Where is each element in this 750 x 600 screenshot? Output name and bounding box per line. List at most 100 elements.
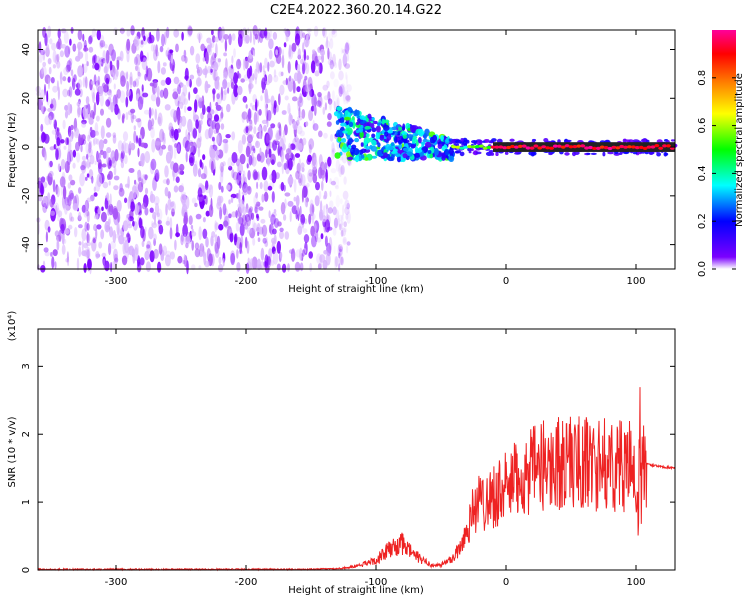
spectrogram-cell: [252, 169, 258, 181]
spectrogram-cell: [169, 128, 176, 139]
spectrogram-cell: [234, 233, 238, 243]
spectrogram-cell: [47, 172, 53, 184]
spectrogram-cell: [65, 258, 69, 263]
spectrogram-cell: [272, 212, 275, 218]
spectrogram-cell: [100, 211, 107, 223]
spectrogram-cell: [224, 39, 228, 52]
spectrogram-cell: [371, 155, 378, 159]
spectrogram-cell: [105, 50, 110, 64]
spectrogram-cell: [387, 156, 394, 162]
spectrogram-cell: [241, 134, 246, 145]
spectrogram-cell: [305, 121, 309, 127]
y-tick-label: 0: [21, 144, 32, 150]
spectrogram-cell: [65, 64, 71, 73]
spectrogram-cell: [402, 153, 408, 159]
spectrogram-cell: [192, 163, 198, 177]
spectrogram-cell: [222, 78, 228, 90]
spectrogram-cell: [90, 129, 96, 138]
spectrogram-cell: [166, 178, 170, 186]
spectrogram-cell: [302, 184, 308, 197]
spectrogram-cell: [218, 256, 222, 265]
spectrogram-cell: [338, 214, 344, 221]
spectrogram-cell: [381, 118, 385, 125]
spectrogram-cell: [311, 204, 315, 214]
spectrogram-cell: [471, 140, 478, 144]
spectrogram-cell: [625, 139, 630, 143]
y-tick-label: 0: [21, 567, 32, 573]
spectrogram-cell: [200, 43, 205, 52]
spectrogram-cell: [223, 89, 228, 96]
spectrogram-cell: [112, 72, 115, 81]
spectrogram-cell: [183, 233, 187, 245]
spectrogram-cell: [333, 78, 339, 88]
spectrogram-cell: [364, 125, 372, 130]
spectrogram-cell: [135, 53, 141, 66]
carrier-point: [498, 145, 504, 149]
spectrogram-cell: [60, 159, 66, 170]
spectrogram-cell: [204, 46, 207, 53]
x-tick-label: 100: [626, 276, 645, 287]
spectrogram-cell: [140, 40, 144, 45]
spectrogram-cell: [40, 49, 46, 56]
spectrogram-cell: [144, 174, 148, 181]
spectrogram-cell: [96, 173, 103, 187]
spectrogram-cell: [77, 79, 83, 89]
spectrogram-cell: [340, 122, 347, 127]
spectrogram-cell: [245, 104, 248, 109]
spectrogram-cell: [338, 70, 344, 81]
x-tick-label: -200: [235, 577, 258, 588]
spectrogram-cell: [114, 103, 119, 116]
spectrogram-cell: [97, 162, 103, 175]
spectrogram-cell: [184, 56, 188, 64]
spectrogram-cell: [122, 131, 129, 142]
spectrogram-cell: [60, 223, 65, 234]
spectrogram-cell: [670, 139, 675, 142]
spectrogram-cell: [216, 202, 222, 210]
spectrogram-cell: [333, 245, 336, 254]
carrier-point: [623, 145, 629, 149]
spectrogram-cell: [646, 139, 650, 143]
spectrogram-cell: [204, 65, 208, 79]
spectrogram-cell: [78, 241, 82, 246]
spectrogram-cell: [293, 179, 297, 193]
spectrogram-cell: [206, 106, 211, 113]
carrier-point: [560, 145, 566, 149]
spectrogram-cell: [162, 245, 168, 256]
spectrogram-cell: [127, 176, 130, 189]
spectrogram-cell: [185, 151, 188, 163]
spectrogram-cell: [72, 149, 77, 158]
spectrogram-cell: [150, 127, 155, 139]
spectrogram-cell: [106, 89, 112, 96]
carrier-point: [525, 146, 531, 150]
spectrogram-cell: [250, 102, 253, 107]
spectrogram-cell: [196, 66, 203, 77]
spectrogram-cell: [64, 228, 70, 235]
carrier-point: [502, 146, 508, 150]
spectrogram-cell: [133, 56, 139, 66]
spectrogram-cell: [144, 187, 149, 195]
spectrogram-cell: [265, 133, 270, 144]
spectrogram-cell: [155, 172, 160, 181]
spectrogram-cell: [101, 252, 107, 258]
spectrogram-cell: [255, 98, 258, 112]
spectrogram-cell: [360, 148, 367, 154]
spectrogram-cell: [214, 220, 218, 233]
spectrogram-cell: [193, 87, 198, 94]
spectrogram-cell: [62, 88, 69, 98]
spectrogram-cell: [206, 84, 211, 89]
spectrogram-cell: [43, 133, 50, 144]
spectrogram-cell: [65, 158, 68, 171]
spectrogram-cell: [255, 61, 260, 73]
spectrogram-cell: [99, 94, 104, 107]
spectrogram-cell: [202, 250, 206, 257]
spectrogram-cell: [398, 126, 403, 131]
spectrogram-cell: [149, 31, 152, 40]
spectrogram-cell: [98, 241, 103, 249]
carrier-point: [451, 145, 457, 149]
spectrogram-cell: [406, 134, 414, 139]
spectrogram-cell: [415, 148, 423, 153]
spectrogram-cell: [298, 222, 305, 229]
spectrogram-cell: [342, 204, 345, 217]
spectrogram-cell: [300, 174, 306, 187]
spectrogram-cell: [319, 200, 323, 213]
